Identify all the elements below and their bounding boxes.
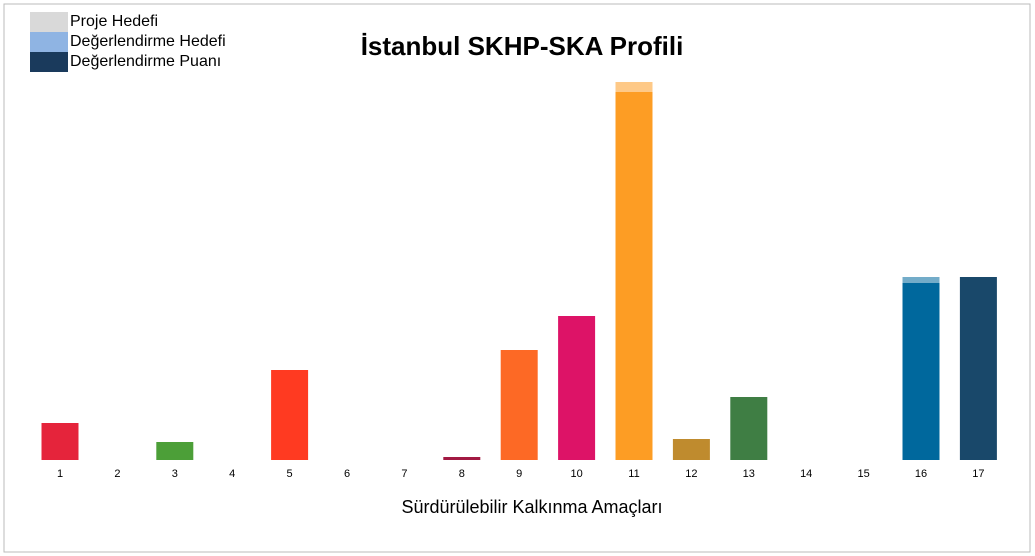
bar <box>902 283 940 460</box>
legend-label: Değerlendirme Puanı <box>70 53 221 70</box>
x-tick-label: 16 <box>915 468 927 480</box>
x-tick-label: 10 <box>570 468 582 480</box>
bar <box>500 350 538 460</box>
bar-segment <box>615 82 653 92</box>
x-tick-label: 8 <box>459 468 465 480</box>
bar <box>672 439 710 460</box>
x-tick-label: 7 <box>401 468 407 480</box>
legend: Değerlendirme Puanı Değerlendirme Hedefi P… <box>30 12 226 72</box>
bar-segment <box>902 277 940 283</box>
bar <box>730 397 768 460</box>
bar <box>271 370 309 460</box>
x-tick-label: 17 <box>972 468 984 480</box>
legend-swatch <box>30 32 68 52</box>
x-tick-label: 13 <box>743 468 755 480</box>
x-tick-label: 9 <box>516 468 522 480</box>
x-tick-label: 11 <box>628 468 639 480</box>
x-tick-label: 14 <box>800 468 812 480</box>
bar <box>41 423 79 460</box>
x-tick-label: 4 <box>229 468 235 480</box>
legend-swatch <box>30 12 68 32</box>
bar <box>558 316 596 460</box>
bar <box>443 457 481 460</box>
x-tick-label: 2 <box>114 468 120 480</box>
bar <box>959 277 997 460</box>
bar <box>615 92 653 460</box>
x-tick-label: 1 <box>57 468 63 480</box>
x-tick-label: 6 <box>344 468 350 480</box>
x-tick-label: 15 <box>857 468 869 480</box>
plot-area: 1 2 3 4 5 6 7 8 9 10 11 12 13 14 15 16 17 <box>41 82 997 480</box>
x-tick-label: 5 <box>287 468 293 480</box>
x-tick-label: 12 <box>685 468 697 480</box>
bar <box>156 442 194 460</box>
chart-border <box>3 3 1031 553</box>
legend-swatch <box>30 52 68 72</box>
x-tick-label: 3 <box>172 468 178 480</box>
chart-title: İstanbul SKHP-SKA Profili <box>361 31 684 61</box>
x-axis-label: Sürdürülebilir Kalkınma Amaçları <box>401 497 662 517</box>
legend-label: Değerlendirme Hedefi <box>70 33 226 50</box>
legend-label: Proje Hedefi <box>70 13 158 30</box>
